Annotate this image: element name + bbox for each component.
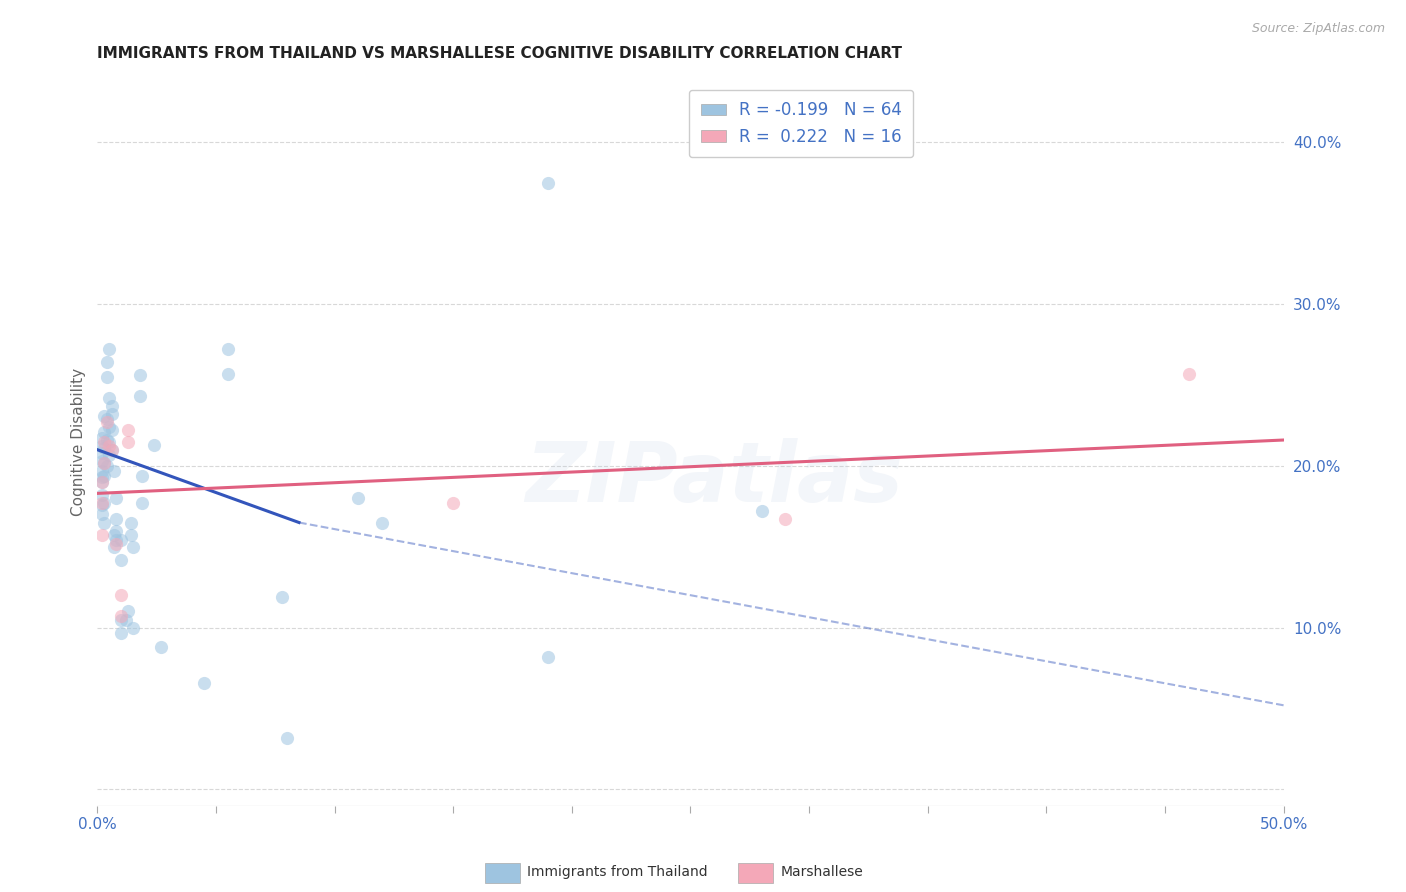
Point [91,498,114,512]
Point [96,415,118,429]
Text: Source: ZipAtlas.com: Source: ZipAtlas.com [1251,22,1385,36]
Legend: R = -0.199   N = 64, R =  0.222   N = 16: R = -0.199 N = 64, R = 0.222 N = 16 [689,89,914,157]
Y-axis label: Cognitive Disability: Cognitive Disability [72,368,86,516]
Point [276,731,298,745]
Point [271,590,294,604]
Point [91,528,114,542]
Point [93,434,115,449]
Text: Immigrants from Thailand: Immigrants from Thailand [527,865,707,880]
Point [1177,367,1199,381]
Point [143,438,166,452]
Point [100,399,122,413]
Point [91,454,114,468]
Point [96,458,118,473]
Point [93,516,115,530]
Point [120,516,142,530]
Point [98,343,121,357]
Point [751,504,773,518]
Point [93,468,115,483]
Point [110,533,132,548]
Point [110,588,132,602]
Point [129,368,152,383]
Point [91,496,114,510]
Point [91,431,114,445]
Point [98,420,121,434]
Point [103,528,125,542]
Point [93,456,115,470]
Point [93,425,115,439]
Point [105,533,128,548]
Point [93,456,115,470]
Point [96,433,118,447]
Point [122,540,145,554]
Text: ZIPatlas: ZIPatlas [526,437,903,518]
Point [110,613,132,627]
Point [91,440,114,454]
Point [105,491,128,506]
Point [120,528,142,542]
Point [347,491,370,506]
Point [96,412,118,426]
Text: Marshallese: Marshallese [780,865,863,880]
Point [193,675,215,690]
Point [117,605,139,619]
Point [91,446,114,460]
Point [103,540,125,554]
Point [93,496,115,510]
Point [371,516,394,530]
Point [98,391,121,405]
Point [131,468,153,483]
Point [98,448,121,462]
Point [91,475,114,489]
Point [100,442,122,457]
Point [117,423,139,437]
Point [122,621,145,635]
Point [91,508,114,522]
Point [775,512,797,526]
Point [100,407,122,421]
Point [98,434,121,449]
Point [93,409,115,423]
Point [105,524,128,538]
Point [105,512,128,526]
Point [114,613,136,627]
Point [537,649,560,664]
Point [441,496,464,510]
Point [91,488,114,502]
Point [110,609,132,624]
Point [91,464,114,478]
Point [100,442,122,457]
Point [96,355,118,369]
Point [217,343,239,357]
Point [150,640,173,654]
Point [110,625,132,640]
Point [93,441,115,455]
Point [217,367,239,381]
Point [96,370,118,384]
Point [100,423,122,437]
Point [110,552,132,566]
Point [131,496,153,510]
Point [537,176,560,190]
Point [129,389,152,403]
Point [103,464,125,478]
Point [91,475,114,489]
Point [105,536,128,550]
Point [117,434,139,449]
Text: IMMIGRANTS FROM THAILAND VS MARSHALLESE COGNITIVE DISABILITY CORRELATION CHART: IMMIGRANTS FROM THAILAND VS MARSHALLESE … [97,46,903,62]
Point [91,470,114,484]
Point [98,440,121,454]
